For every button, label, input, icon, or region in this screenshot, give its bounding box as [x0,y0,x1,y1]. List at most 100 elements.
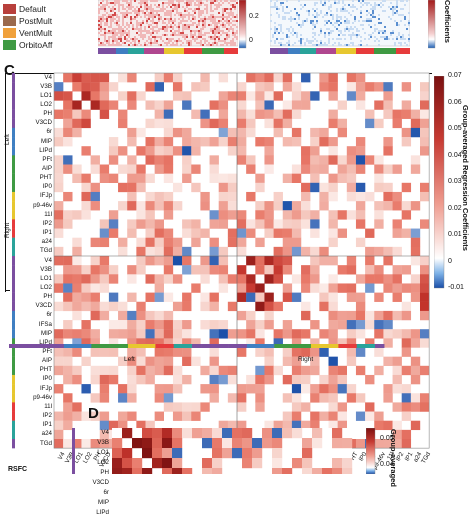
top-panel-strip: 0.2 0 Coefficients [0,0,474,64]
network-strip-col [146,344,156,348]
row-label: LO2 [40,283,52,291]
row-label: AIP [42,165,52,172]
panel-d-cell [312,428,323,439]
row-label: a24 [41,238,52,246]
panel-d-cell [162,458,173,469]
network-strip-col [219,344,229,348]
panel-d-cell [162,428,173,439]
panel-d-cell [212,428,223,439]
network-strip-col [45,344,56,348]
network-strip-row [12,338,15,348]
legend-label: PostMult [19,15,53,26]
panel-d-cell [232,448,243,459]
panel-d-cell [112,458,123,469]
network-strip-row [12,283,15,293]
top-right-heatmap [270,0,410,54]
network-strip-col [182,344,193,348]
panel-d-cell [162,448,173,459]
colorbar-tick: 0.06 [448,98,462,106]
panel-d-cell [292,458,303,469]
network-strip-row [12,182,15,193]
panel-d-row-label: V3B [97,439,109,446]
panel-d-cell [282,428,293,439]
panel-d-cell [342,438,353,449]
row-label: V3CD [35,119,52,127]
network-strip-col [109,344,120,348]
row-label: AIP [42,357,52,365]
panel-d-row-label: V4 [101,429,109,436]
row-label: IP0 [42,375,52,383]
panel-d-cell [312,438,323,449]
network-strip-row [12,365,15,376]
row-label: IP2 [42,219,52,227]
row-label: LIPd [39,338,52,346]
row-label: IP1 [42,229,52,237]
panel-d-cell [152,438,163,449]
network-strip-row [12,73,15,83]
row-label: IP1 [42,421,52,429]
row-label: MIP [40,329,52,337]
hemisphere-label-right: Right [298,356,314,363]
network-strip-row [12,173,15,183]
network-strip-col [9,344,19,348]
network-strip-row [12,301,15,312]
network-strip-col [338,344,348,348]
network-strip-row [12,439,15,449]
legend-label: VentMult [19,27,53,38]
panel-d-cell [272,448,283,459]
panel-d-cell [142,428,153,439]
panel-d-cell [142,468,153,474]
panel-d-row-label: V3CD [92,479,109,486]
row-label: V3B [40,82,52,90]
panel-d-row-label: 6r [103,489,109,496]
panel-d-side-text: RSFC [8,466,28,473]
network-strip-row [12,210,15,220]
network-strip-row [12,228,15,238]
panel-d-cell [332,468,343,474]
panel-d-cell [332,428,343,439]
row-label: V4 [44,73,52,81]
panel-d-cell [312,468,323,474]
panel-d-cell [142,438,153,449]
colorbar-tick: 0 [448,257,452,265]
legend-item-orbitoaff: OrbitoAff [3,39,52,50]
panel-d-cell [292,428,303,439]
network-strip-col [375,344,385,348]
row-label: IP2 [42,412,52,420]
network-strip-col [320,344,330,348]
panel-d-cell [302,438,313,449]
network-strip-row [12,127,15,138]
network-strip-col [265,344,275,348]
row-label: TGd [39,247,52,255]
panel-d-cell [252,448,263,459]
panel-d-cell [342,458,353,469]
legend-label: Default [19,3,46,14]
network-strip-col [228,344,239,348]
network-strip-col [301,344,312,348]
panel-d-cell [272,468,283,474]
row-label: p9-46v [33,201,52,209]
network-strip-col [283,344,293,348]
network-strip-col [192,344,202,348]
panel-d-cell [132,468,143,474]
top-left-cbar-tick-0.2: 0.2 [249,13,259,20]
network-strip-row [12,356,15,366]
legend-swatch-orbitoaff [3,39,16,50]
panel-d-cell [232,438,243,449]
row-label: 6r [46,311,52,319]
network-strip-row [12,429,15,440]
network-strip-row [12,320,15,330]
row-label: a24 [41,430,52,438]
network-strip-col [274,344,284,348]
legend-swatch-default [3,3,16,14]
network-strip-row [12,256,15,266]
legend-swatch-ventmult [3,27,16,38]
colorbar-tick: 0.04 [448,151,462,159]
row-label: 6r [46,128,52,136]
network-strip-col [164,344,174,348]
panel-d-cell [202,468,213,474]
row-label: IFJp [39,192,52,200]
panel-d-colorbar-title: Group-averaged [389,429,398,487]
panel-d-cell [212,448,223,459]
network-strip-col [100,344,110,348]
